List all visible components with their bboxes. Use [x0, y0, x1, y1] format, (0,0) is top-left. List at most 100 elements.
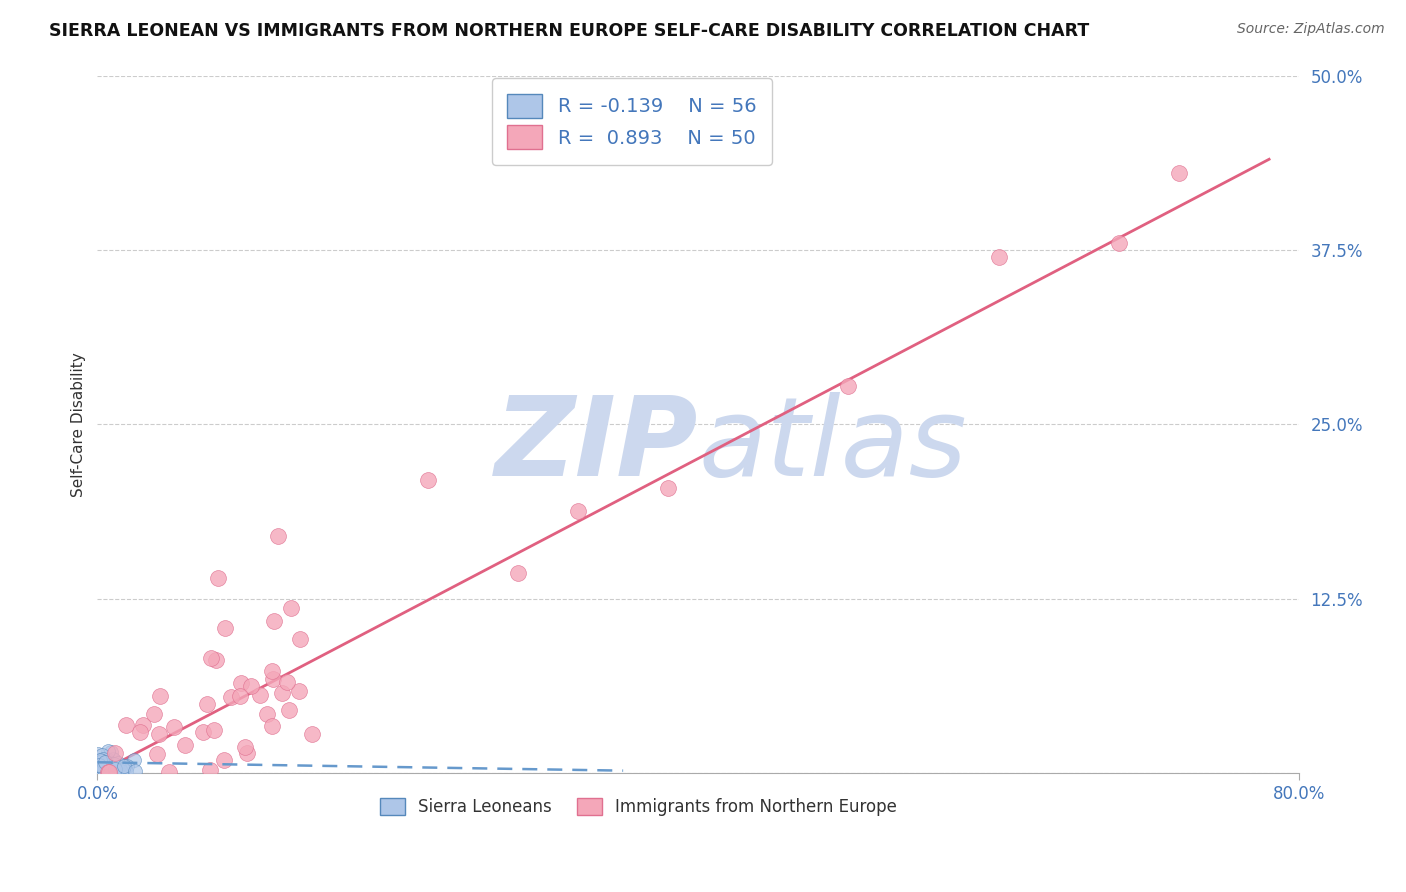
Point: [103, 759, 125, 773]
Point: [240, 679, 263, 693]
Point: [101, 752, 124, 766]
Point: [260, 719, 283, 733]
Point: [287, 684, 309, 698]
Point: [416, 473, 439, 487]
Point: [149, 689, 172, 703]
Point: [129, 725, 152, 739]
Point: [104, 762, 127, 776]
Point: [90, 748, 112, 763]
Point: [117, 758, 139, 772]
Point: [91, 763, 114, 777]
Point: [142, 707, 165, 722]
Point: [94, 756, 117, 770]
Point: [103, 756, 125, 771]
Point: [148, 727, 170, 741]
Point: [110, 764, 132, 778]
Point: [288, 632, 311, 646]
Point: [96, 752, 118, 766]
Point: [97, 761, 120, 775]
Point: [195, 698, 218, 712]
Point: [97, 765, 120, 780]
Point: [162, 721, 184, 735]
Point: [89, 756, 111, 771]
Point: [146, 747, 169, 761]
Point: [214, 621, 236, 635]
Point: [97, 759, 120, 773]
Point: [233, 740, 256, 755]
Point: [100, 745, 122, 759]
Point: [104, 760, 127, 774]
Point: [263, 614, 285, 628]
Point: [94, 758, 117, 772]
Point: [567, 504, 589, 518]
Point: [89, 753, 111, 767]
Point: [96, 755, 118, 769]
Point: [87, 756, 110, 771]
Point: [89, 756, 111, 771]
Point: [219, 690, 242, 704]
Point: [90, 758, 112, 772]
Point: [112, 759, 135, 773]
Point: [235, 746, 257, 760]
Point: [122, 753, 145, 767]
Point: [278, 703, 301, 717]
Point: [93, 761, 115, 775]
Point: [89, 766, 111, 780]
Point: [90, 762, 112, 776]
Point: [87, 756, 110, 771]
Point: [262, 673, 284, 687]
Point: [173, 738, 195, 752]
Point: [301, 726, 323, 740]
Point: [87, 757, 110, 772]
Point: [97, 744, 120, 758]
Point: [837, 379, 859, 393]
Point: [657, 481, 679, 495]
Point: [103, 754, 125, 768]
Point: [987, 250, 1010, 264]
Point: [87, 758, 110, 772]
Y-axis label: Self-Care Disability: Self-Care Disability: [72, 352, 86, 497]
Point: [98, 755, 121, 769]
Point: [107, 756, 129, 770]
Point: [93, 756, 115, 770]
Point: [115, 717, 138, 731]
Point: [104, 746, 127, 760]
Point: [91, 752, 114, 766]
Point: [1168, 166, 1191, 180]
Point: [506, 566, 529, 580]
Point: [207, 571, 229, 585]
Point: [87, 747, 110, 761]
Text: ZIP: ZIP: [495, 392, 699, 499]
Point: [124, 764, 146, 778]
Point: [100, 758, 122, 772]
Point: [280, 600, 302, 615]
Point: [115, 764, 138, 778]
Point: [132, 718, 155, 732]
Point: [94, 760, 117, 774]
Point: [93, 756, 115, 771]
Point: [229, 676, 252, 690]
Point: [89, 761, 111, 775]
Point: [229, 689, 252, 703]
Point: [96, 758, 118, 772]
Point: [191, 725, 214, 739]
Point: [98, 763, 121, 777]
Point: [1108, 235, 1130, 250]
Point: [107, 759, 129, 773]
Point: [89, 753, 111, 767]
Point: [157, 765, 180, 780]
Point: [249, 688, 271, 702]
Point: [200, 651, 222, 665]
Point: [112, 762, 135, 776]
Legend: Sierra Leoneans, Immigrants from Northern Europe: Sierra Leoneans, Immigrants from Norther…: [371, 789, 905, 824]
Point: [107, 759, 129, 773]
Text: SIERRA LEONEAN VS IMMIGRANTS FROM NORTHERN EUROPE SELF-CARE DISABILITY CORRELATI: SIERRA LEONEAN VS IMMIGRANTS FROM NORTHE…: [49, 22, 1090, 40]
Point: [256, 706, 278, 721]
Point: [87, 758, 110, 772]
Text: Source: ZipAtlas.com: Source: ZipAtlas.com: [1237, 22, 1385, 37]
Point: [202, 723, 225, 737]
Point: [98, 756, 121, 771]
Point: [101, 761, 124, 775]
Point: [87, 764, 110, 779]
Point: [94, 752, 117, 766]
